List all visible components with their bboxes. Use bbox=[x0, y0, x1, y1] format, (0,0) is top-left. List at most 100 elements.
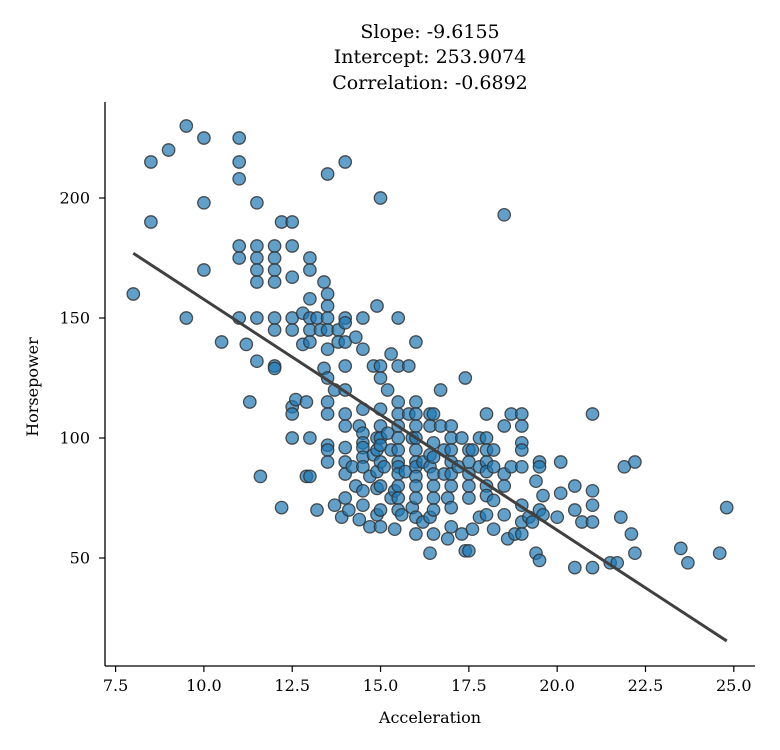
data-point bbox=[391, 395, 406, 409]
data-point bbox=[486, 443, 501, 457]
data-point bbox=[341, 503, 356, 517]
data-point bbox=[310, 503, 324, 517]
data-point bbox=[250, 275, 264, 289]
data-point bbox=[320, 287, 335, 301]
data-point bbox=[320, 455, 335, 469]
data-point bbox=[514, 443, 529, 457]
data-point bbox=[214, 335, 229, 349]
data-point bbox=[409, 407, 423, 421]
data-point bbox=[479, 507, 494, 522]
data-point bbox=[391, 311, 406, 325]
data-point bbox=[719, 500, 734, 515]
data-point bbox=[320, 167, 335, 181]
chart-title: Slope: -9.6155 Intercept: 253.9074 Corre… bbox=[332, 21, 528, 94]
regression-line bbox=[132, 251, 728, 643]
x-tick-label: 15.0 bbox=[363, 676, 399, 695]
data-point bbox=[338, 155, 353, 169]
data-point bbox=[391, 491, 406, 505]
data-point bbox=[409, 395, 423, 409]
x-tick-label: 20.0 bbox=[539, 676, 575, 695]
data-point bbox=[391, 479, 406, 493]
data-point bbox=[444, 419, 459, 433]
data-point bbox=[267, 361, 282, 376]
x-tick-label: 12.5 bbox=[274, 676, 310, 695]
data-point bbox=[242, 395, 257, 409]
data-point bbox=[179, 119, 194, 133]
data-point bbox=[462, 479, 476, 493]
data-point bbox=[486, 522, 501, 537]
data-point bbox=[250, 239, 264, 253]
data-point bbox=[384, 347, 398, 361]
data-point bbox=[338, 491, 353, 505]
data-point bbox=[426, 527, 441, 541]
data-point bbox=[532, 553, 547, 568]
data-points bbox=[126, 119, 734, 575]
data-point bbox=[550, 510, 565, 525]
x-tick-label: 17.5 bbox=[451, 676, 487, 695]
data-point bbox=[486, 459, 501, 474]
data-point bbox=[462, 543, 476, 558]
data-point bbox=[433, 383, 448, 397]
data-point bbox=[197, 195, 211, 210]
data-point bbox=[373, 191, 388, 205]
data-point bbox=[426, 407, 441, 421]
data-point bbox=[373, 519, 388, 534]
data-point bbox=[426, 479, 441, 493]
x-tick-label: 10.0 bbox=[186, 676, 222, 695]
data-point bbox=[320, 443, 335, 457]
data-point bbox=[514, 527, 529, 541]
title-line-slope: Slope: -9.6155 bbox=[360, 21, 499, 43]
data-point bbox=[585, 560, 600, 575]
data-point bbox=[232, 131, 247, 145]
data-point bbox=[497, 207, 512, 222]
data-point bbox=[585, 407, 600, 421]
data-point bbox=[613, 510, 628, 525]
data-point bbox=[144, 215, 158, 229]
data-point bbox=[458, 371, 473, 385]
data-point bbox=[338, 419, 353, 433]
data-point bbox=[585, 498, 600, 513]
data-point bbox=[285, 407, 300, 421]
data-point bbox=[585, 515, 600, 529]
data-point bbox=[320, 299, 335, 313]
data-point bbox=[303, 335, 317, 349]
data-point bbox=[232, 251, 247, 265]
data-point bbox=[380, 383, 395, 397]
data-point bbox=[479, 407, 494, 421]
data-point bbox=[497, 479, 512, 493]
data-point bbox=[409, 335, 423, 349]
data-point bbox=[409, 527, 423, 541]
data-point bbox=[303, 431, 317, 445]
data-point bbox=[409, 443, 423, 457]
y-axis-label: Horsepower bbox=[23, 337, 42, 437]
data-point bbox=[356, 311, 370, 325]
data-point bbox=[525, 515, 540, 529]
data-point bbox=[553, 455, 568, 469]
data-point bbox=[567, 503, 582, 517]
data-point bbox=[401, 359, 416, 373]
data-point bbox=[465, 443, 480, 457]
data-point bbox=[320, 342, 335, 357]
y-tick-label: 200 bbox=[59, 189, 90, 208]
data-point bbox=[391, 431, 406, 445]
data-point bbox=[409, 419, 423, 433]
data-point bbox=[373, 371, 388, 385]
data-point bbox=[267, 311, 282, 325]
data-point bbox=[444, 519, 459, 534]
data-point bbox=[299, 395, 314, 409]
data-point bbox=[285, 431, 300, 445]
data-point bbox=[197, 263, 211, 277]
data-point bbox=[338, 359, 353, 373]
data-point bbox=[250, 195, 264, 210]
data-point bbox=[285, 239, 300, 253]
data-point bbox=[426, 503, 441, 517]
data-point bbox=[479, 431, 494, 445]
data-point bbox=[285, 270, 300, 285]
data-point bbox=[462, 491, 476, 505]
data-point bbox=[440, 531, 455, 546]
data-point bbox=[232, 239, 247, 253]
data-point bbox=[497, 507, 512, 522]
data-point bbox=[444, 443, 459, 457]
data-point bbox=[585, 483, 600, 498]
